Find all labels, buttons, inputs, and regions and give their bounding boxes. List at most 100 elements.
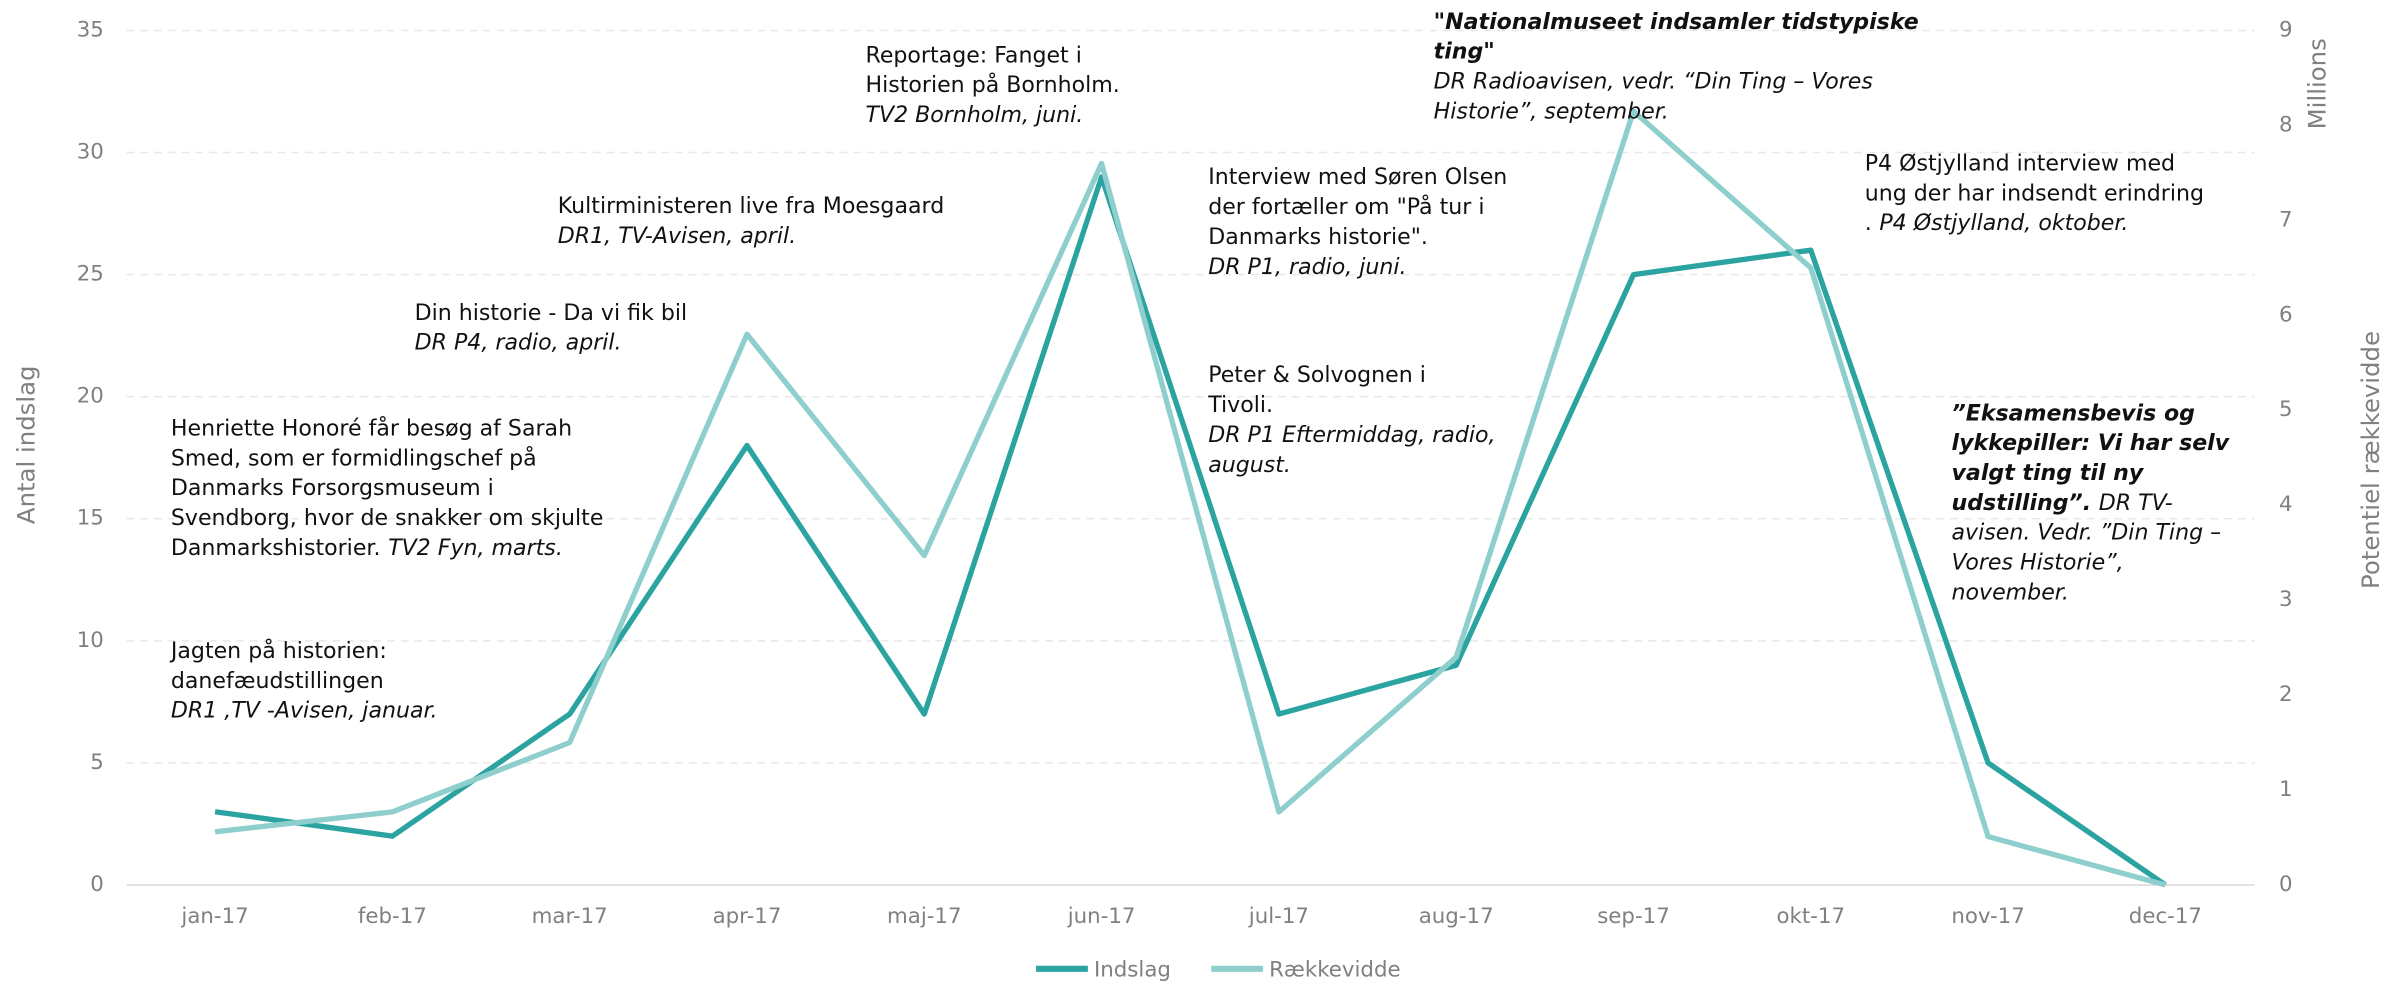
x-tick-label: jan-17 — [180, 904, 248, 929]
x-tick-label: apr-17 — [713, 904, 782, 929]
y2-tick-label: 0 — [2279, 872, 2293, 897]
annotation-text: valgt ting til ny — [1952, 461, 2145, 486]
annotation-line: avisen. Vedr. ”Din Ting – — [1952, 521, 2222, 546]
annotation-text: "Nationalmuseet indsamler tidstypiske — [1434, 10, 1919, 35]
annotation-text: Historie”, september. — [1434, 99, 1669, 124]
annotation-text: DR P1 Eftermiddag, radio, — [1208, 423, 1495, 448]
annotation-text: lykkepiller: Vi har selv — [1952, 431, 2230, 456]
annotation-line: Henriette Honoré får besøg af Sarah — [171, 416, 572, 442]
annotation-text: Historien på Bornholm. — [865, 72, 1119, 98]
annotation-line: der fortæller om "På tur i — [1208, 194, 1484, 220]
x-tick-label: jul-17 — [1248, 904, 1309, 929]
annotation-line: Reportage: Fanget i — [865, 43, 1081, 68]
annotation-line: DR1 ,TV -Avisen, januar. — [171, 699, 438, 724]
annotation-line: Peter & Solvognen i — [1208, 363, 1426, 388]
annotation-text: november. — [1952, 580, 2069, 605]
annotation-line: Smed, som er formidlingschef på — [171, 445, 537, 471]
annotation-text: DR1, TV-Avisen, april. — [558, 224, 796, 249]
x-tick-label: aug-17 — [1419, 904, 1494, 929]
annotation-line: Svendborg, hvor de snakker om skjulte — [171, 506, 604, 531]
annotation-line: valgt ting til ny — [1952, 461, 2145, 486]
annotation-line: "Nationalmuseet indsamler tidstypiske — [1434, 10, 1919, 35]
annotation-text: DR TV- — [2099, 491, 2173, 516]
y2-tick-label: 4 — [2279, 492, 2293, 517]
annotation-line: Din historie - Da vi fik bil — [415, 301, 688, 326]
x-tick-label: mar-17 — [532, 904, 608, 929]
annotation-line: ”Eksamensbevis og — [1952, 401, 2196, 426]
annotation-line: DR P1, radio, juni. — [1208, 255, 1406, 280]
legend-label: Indslag — [1094, 957, 1171, 982]
y2-axis-title: Potentiel rækkevidde — [2356, 331, 2385, 589]
annotation-line: Jagten på historien: — [169, 638, 387, 664]
annotation-line: august. — [1208, 453, 1291, 478]
annotation-text: august. — [1208, 453, 1291, 478]
annotation-line: udstilling”. DR TV- — [1952, 491, 2173, 516]
annotation-text: der fortæller om "På tur i — [1208, 194, 1484, 220]
annotation-line: DR Radioavisen, vedr. “Din Ting – Vores — [1434, 70, 1874, 95]
annotation-line: ung der har indsendt erindring — [1865, 181, 2204, 206]
x-tick-label: maj-17 — [887, 904, 962, 929]
annotation-line: november. — [1952, 580, 2069, 605]
annotation-line: Danmarks Forsorgsmuseum i — [171, 476, 494, 501]
x-tick-label: sep-17 — [1597, 904, 1670, 929]
annotation-line: Kultirministeren live fra Moesgaard — [558, 194, 944, 219]
annotation-line: Historien på Bornholm. — [865, 72, 1119, 98]
x-tick-label: nov-17 — [1951, 904, 2024, 929]
annotation-text: P4 Østjylland, oktober. — [1879, 211, 2128, 236]
annotation-text: ung der har indsendt erindring — [1865, 181, 2204, 206]
annotation-line: Interview med Søren Olsen — [1208, 165, 1507, 190]
y-tick-label: 30 — [77, 140, 104, 165]
y2-tick-label: 7 — [2279, 207, 2293, 232]
annotation-text: P4 Østjylland interview med — [1865, 152, 2175, 177]
y-tick-label: 25 — [77, 262, 104, 287]
x-tick-label: okt-17 — [1777, 904, 1846, 929]
annotation-text: Henriette Honoré får besøg af Sarah — [171, 416, 572, 442]
annotation-text: Smed, som er formidlingschef på — [171, 445, 537, 471]
annotation-line: Danmarks historie". — [1208, 225, 1428, 250]
annotation-text: Vores Historie”, — [1952, 551, 2124, 576]
y2-tick-label: 5 — [2279, 397, 2293, 422]
annotation-line: Tivoli. — [1207, 393, 1273, 418]
annotation-line: lykkepiller: Vi har selv — [1952, 431, 2230, 456]
y2-tick-label: 9 — [2279, 17, 2293, 42]
annotation-text: udstilling”. — [1952, 491, 2092, 516]
x-tick-label: jun-17 — [1067, 904, 1136, 929]
annotation-text: DR P4, radio, april. — [415, 331, 622, 356]
annotation-text: ”Eksamensbevis og — [1952, 401, 2196, 426]
annotation-line: Vores Historie”, — [1952, 551, 2124, 576]
annotation-text: Jagten på historien: — [169, 638, 387, 664]
annotation-line: TV2 Bornholm, juni. — [865, 103, 1083, 128]
annotation-text: TV2 Bornholm, juni. — [865, 103, 1083, 128]
y-tick-label: 0 — [90, 872, 104, 897]
annotation-text: DR Radioavisen, vedr. “Din Ting – Vores — [1434, 70, 1874, 95]
y2-tick-label: 1 — [2279, 777, 2293, 802]
annotation-text: Peter & Solvognen i — [1208, 363, 1426, 388]
y-tick-label: 15 — [77, 506, 104, 531]
annotation-line: Historie”, september. — [1434, 99, 1669, 124]
y-tick-label: 5 — [90, 750, 104, 775]
x-tick-label: dec-17 — [2129, 904, 2202, 929]
annotation-text: Tivoli. — [1207, 393, 1273, 418]
annotation-text: DR P1, radio, juni. — [1208, 255, 1406, 280]
annotation-text: Interview med Søren Olsen — [1208, 165, 1507, 190]
annotation-line: DR P1 Eftermiddag, radio, — [1208, 423, 1495, 448]
series-line — [214, 174, 2167, 888]
annotation-text: Svendborg, hvor de snakker om skjulte — [171, 506, 604, 531]
y2-tick-label: 3 — [2279, 587, 2293, 612]
y2-tick-label: 8 — [2279, 112, 2293, 137]
annotation-text: avisen. Vedr. ”Din Ting – — [1952, 521, 2222, 546]
annotation-text: Danmarkshistorier. — [171, 536, 381, 561]
annotation-text: ting" — [1434, 40, 1495, 65]
annotation-text: Din historie - Da vi fik bil — [415, 301, 688, 326]
y2-axis-unit: Millions — [2303, 38, 2332, 129]
annotation-text: Kultirministeren live fra Moesgaard — [558, 194, 944, 219]
annotation-line: DR1, TV-Avisen, april. — [558, 224, 796, 249]
legend-label: Rækkevidde — [1269, 957, 1400, 982]
y2-tick-label: 6 — [2279, 302, 2293, 327]
annotation-line: P4 Østjylland interview med — [1865, 152, 2175, 177]
annotation-text: DR1 ,TV -Avisen, januar. — [171, 699, 438, 724]
x-tick-label: feb-17 — [358, 904, 427, 929]
y-axis-title: Antal indslag — [12, 365, 41, 524]
annotation-text: Reportage: Fanget i — [865, 43, 1081, 68]
